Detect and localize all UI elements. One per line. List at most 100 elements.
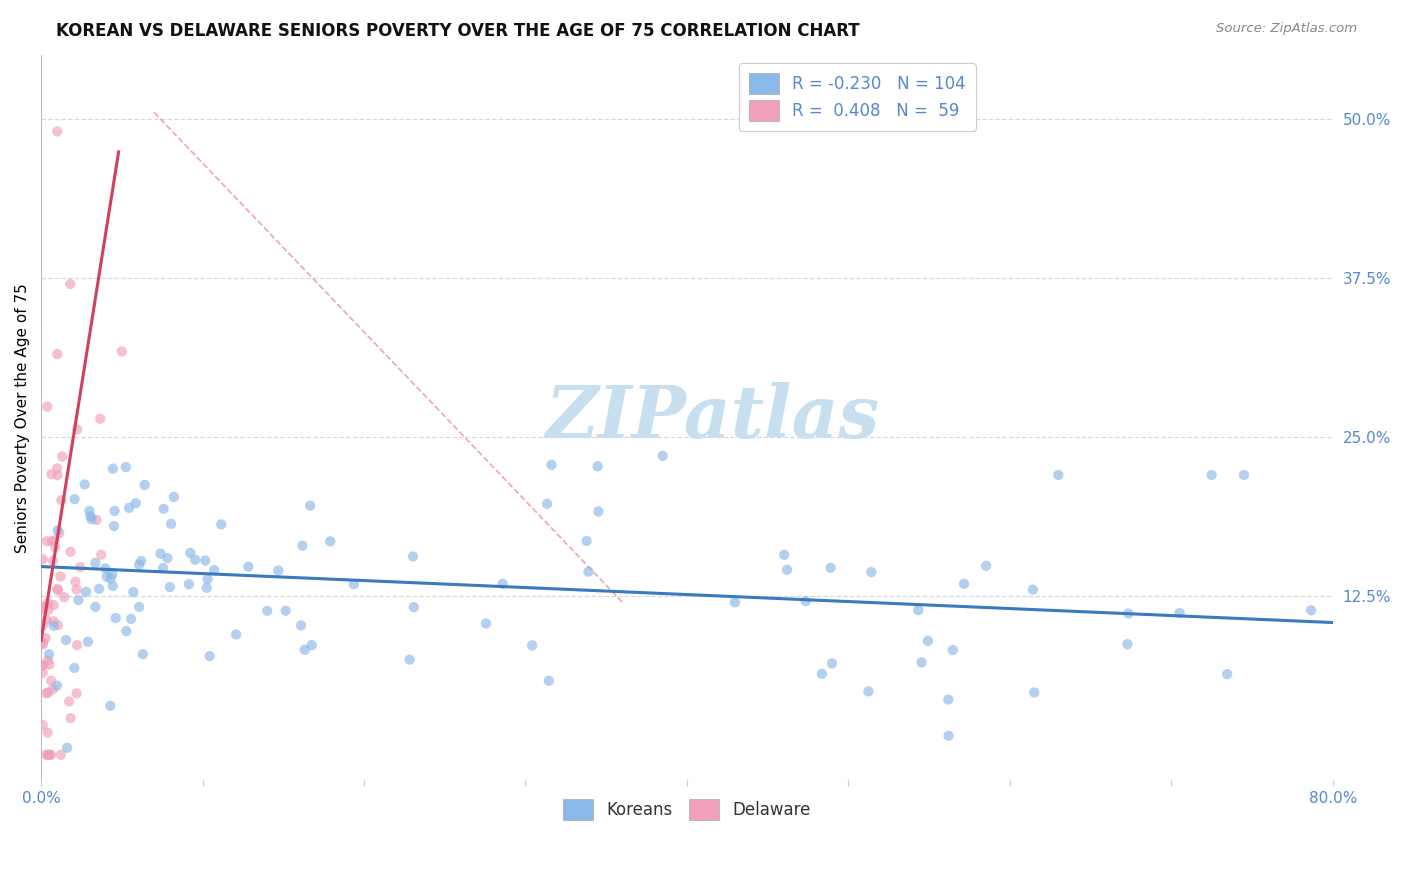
Point: [475, 616, 498, 631]
Point: [31, 658, 53, 673]
Point: [51, 450, 73, 464]
Point: [953, 577, 976, 591]
Point: [942, 643, 965, 657]
Point: [1216, 667, 1239, 681]
Point: [37, 747, 59, 762]
Point: [104, 611, 127, 625]
Point: [63, 492, 86, 507]
Point: [198, 649, 221, 664]
Point: [492, 577, 515, 591]
Point: [89, 411, 111, 425]
Point: [32, 638, 55, 652]
Point: [820, 561, 842, 575]
Point: [299, 499, 322, 513]
Point: [90, 548, 112, 562]
Point: [149, 547, 172, 561]
Point: [66, 638, 89, 652]
Point: [195, 581, 218, 595]
Point: [48, 526, 70, 541]
Point: [46, 582, 69, 596]
Legend: Koreans, Delaware: Koreans, Delaware: [557, 793, 818, 826]
Point: [177, 577, 200, 591]
Point: [100, 572, 122, 586]
Point: [811, 666, 834, 681]
Point: [49, 569, 72, 583]
Point: [98, 698, 121, 713]
Point: [1299, 603, 1322, 617]
Point: [38, 648, 60, 662]
Point: [58, 695, 80, 709]
Point: [184, 552, 207, 566]
Point: [575, 533, 598, 548]
Point: [31, 665, 53, 680]
Point: [31, 552, 53, 566]
Point: [46, 524, 69, 538]
Point: [38, 747, 60, 762]
Point: [209, 517, 232, 532]
Point: [858, 684, 880, 698]
Point: [1024, 685, 1046, 699]
Point: [77, 635, 100, 649]
Point: [41, 467, 63, 482]
Text: ZIPatlas: ZIPatlas: [546, 382, 880, 453]
Point: [256, 604, 278, 618]
Point: [152, 501, 174, 516]
Point: [301, 638, 323, 652]
Point: [936, 692, 959, 706]
Point: [84, 556, 107, 570]
Point: [73, 477, 96, 491]
Point: [160, 516, 183, 531]
Point: [42, 615, 65, 629]
Point: [125, 496, 148, 510]
Point: [46, 461, 69, 475]
Point: [37, 725, 59, 739]
Point: [586, 459, 609, 474]
Point: [578, 565, 600, 579]
Point: [132, 647, 155, 661]
Point: [59, 711, 82, 725]
Point: [319, 534, 342, 549]
Point: [194, 553, 217, 567]
Point: [67, 593, 90, 607]
Point: [63, 661, 86, 675]
Point: [41, 534, 63, 549]
Point: [96, 570, 118, 584]
Point: [540, 458, 562, 472]
Point: [53, 591, 76, 605]
Point: [31, 718, 53, 732]
Point: [794, 594, 817, 608]
Point: [86, 513, 108, 527]
Point: [37, 596, 59, 610]
Point: [114, 460, 136, 475]
Point: [44, 541, 66, 555]
Point: [42, 618, 65, 632]
Point: [49, 747, 72, 762]
Point: [42, 554, 65, 568]
Point: [37, 685, 59, 699]
Point: [79, 504, 101, 518]
Point: [35, 747, 58, 762]
Point: [156, 551, 179, 566]
Point: [1116, 637, 1139, 651]
Point: [37, 400, 59, 414]
Y-axis label: Seniors Poverty Over the Age of 75: Seniors Poverty Over the Age of 75: [15, 283, 30, 553]
Point: [65, 574, 87, 589]
Point: [776, 563, 799, 577]
Point: [46, 679, 69, 693]
Point: [860, 565, 883, 579]
Point: [1047, 467, 1070, 482]
Text: KOREAN VS DELAWARE SENIORS POVERTY OVER THE AGE OF 75 CORRELATION CHART: KOREAN VS DELAWARE SENIORS POVERTY OVER …: [56, 22, 860, 40]
Point: [163, 490, 186, 504]
Point: [51, 493, 73, 508]
Point: [94, 561, 117, 575]
Point: [66, 582, 89, 597]
Point: [588, 504, 610, 518]
Point: [917, 633, 939, 648]
Point: [46, 347, 69, 361]
Point: [938, 729, 960, 743]
Point: [42, 682, 65, 697]
Point: [34, 632, 56, 646]
Point: [31, 602, 53, 616]
Point: [294, 642, 316, 657]
Point: [773, 548, 796, 562]
